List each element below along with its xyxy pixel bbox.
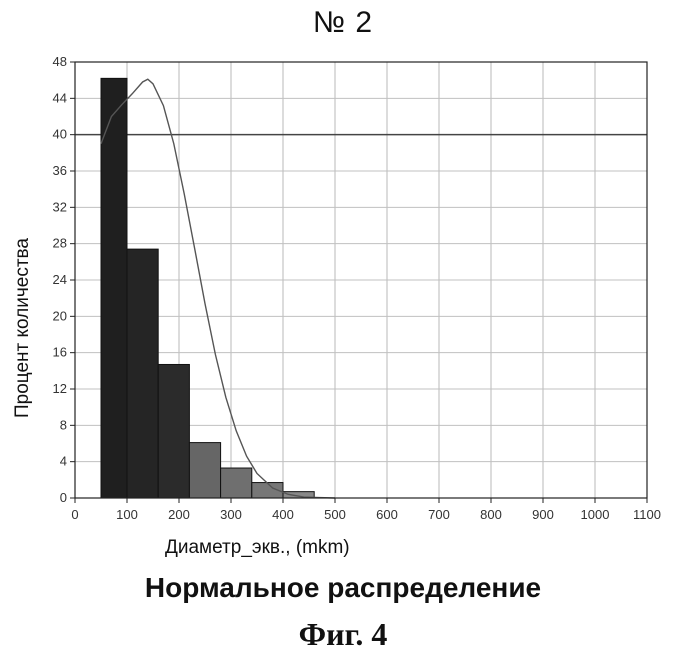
x-axis-tick-label: 0	[71, 507, 78, 522]
x-axis-tick-label: 600	[376, 507, 398, 522]
x-axis-tick-label: 100	[116, 507, 138, 522]
x-axis-tick-label: 200	[168, 507, 190, 522]
y-axis-tick-label: 44	[53, 90, 67, 105]
y-axis-tick-label: 48	[53, 54, 67, 69]
distribution-caption: Нормальное распределение	[0, 572, 686, 604]
x-axis-tick-label: 900	[532, 507, 554, 522]
y-axis-ticks: 04812162024283236404448	[53, 54, 75, 505]
histogram-bar	[221, 468, 252, 498]
y-axis-label: Процент количества	[12, 238, 33, 418]
histogram-bar	[127, 249, 158, 498]
y-axis-tick-label: 24	[53, 272, 67, 287]
y-axis-tick-label: 40	[53, 127, 67, 142]
y-axis-tick-label: 4	[60, 454, 67, 469]
x-axis-tick-label: 700	[428, 507, 450, 522]
y-axis-tick-label: 28	[53, 236, 67, 251]
x-axis-tick-label: 400	[272, 507, 294, 522]
x-axis-ticks: 0 100 200 300 400 500 600 700 800 900 1000 1100	[71, 498, 661, 522]
histogram-bar	[158, 364, 189, 498]
x-axis-tick-label: 1100	[633, 507, 661, 522]
x-axis-tick-label: 300	[220, 507, 242, 522]
y-axis-tick-label: 20	[53, 308, 67, 323]
x-axis-tick-label: 1000	[581, 507, 610, 522]
figure-caption: Фиг. 4	[0, 616, 686, 653]
x-axis-label: Диаметр_экв., (mkm)	[165, 537, 350, 558]
y-axis-tick-label: 0	[60, 490, 67, 505]
y-axis-tick-label: 12	[53, 381, 67, 396]
y-axis-tick-label: 36	[53, 163, 67, 178]
x-axis-tick-label: 500	[324, 507, 346, 522]
plot-area	[75, 62, 647, 498]
y-axis-tick-label: 32	[53, 199, 67, 214]
y-axis-tick-label: 16	[53, 345, 67, 360]
x-axis-tick-label: 800	[480, 507, 502, 522]
histogram-bar	[101, 78, 127, 498]
y-axis-tick-label: 8	[60, 417, 67, 432]
histogram-bar	[189, 443, 220, 498]
